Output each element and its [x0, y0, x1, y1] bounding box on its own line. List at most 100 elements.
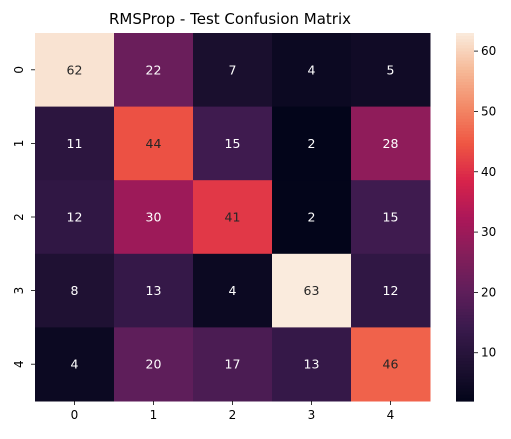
colorbar-segment	[456, 137, 474, 141]
colorbar-segment	[456, 275, 474, 279]
heatmap-cell	[272, 253, 352, 328]
colorbar-segment	[456, 348, 474, 353]
cell-value-label: 12	[383, 283, 399, 298]
colorbar-segment	[456, 355, 474, 359]
colorbar-segment	[456, 367, 474, 371]
y-tick-label: 1	[12, 140, 26, 148]
colorbar-segment	[456, 370, 474, 374]
heatmap-cell	[35, 327, 115, 402]
colorbar-segment	[456, 60, 474, 65]
cell-value-label: 15	[383, 210, 399, 225]
colorbar-segment	[456, 171, 474, 175]
colorbar-segment	[456, 85, 474, 89]
colorbar-segment	[456, 217, 474, 221]
colorbar-segment	[456, 103, 474, 108]
colorbar-segment	[456, 263, 474, 267]
heatmap-cell	[193, 253, 273, 328]
colorbar-segment	[456, 82, 474, 86]
colorbar-segment	[456, 281, 474, 286]
cell-value-label: 8	[71, 283, 79, 298]
cell-value-label: 2	[308, 210, 316, 225]
colorbar-segment	[456, 48, 474, 52]
colorbar-segment	[456, 192, 474, 197]
cell-value-label: 20	[146, 357, 162, 372]
colorbar-tick-label: 40	[481, 165, 496, 179]
cell-value-label: 15	[225, 136, 241, 151]
colorbar-segment	[456, 256, 474, 261]
colorbar-segment	[456, 152, 474, 157]
heatmap-cell	[35, 33, 115, 108]
colorbar-segment	[456, 321, 474, 325]
colorbar: 10 20 30 40 50 60	[456, 33, 496, 402]
heatmap-cell	[272, 33, 352, 108]
colorbar-segment	[456, 112, 474, 117]
colorbar-segment	[456, 155, 474, 160]
colorbar-segment	[456, 315, 474, 319]
colorbar-segment	[456, 287, 474, 292]
colorbar-segment	[456, 379, 474, 384]
colorbar-tick-label: 20	[481, 285, 496, 299]
colorbar-tick-label: 30	[481, 225, 496, 239]
colorbar-segment	[456, 88, 474, 92]
colorbar-segment	[456, 210, 474, 215]
colorbar-segment	[456, 146, 474, 151]
colorbar-segment	[456, 278, 474, 282]
colorbar-segment	[456, 361, 474, 365]
colorbar-segment	[456, 106, 474, 111]
colorbar-segment	[456, 284, 474, 289]
y-tick-label: 4	[12, 360, 26, 368]
colorbar-segment	[456, 309, 474, 313]
colorbar-segment	[456, 54, 474, 59]
colorbar-segment	[456, 36, 474, 40]
colorbar-segment	[456, 164, 474, 169]
colorbar-segment	[456, 121, 474, 126]
heatmap-cell	[272, 106, 352, 181]
heatmap-cells: 62 22 7 4 5 11 44 15 2 28 12 30 41 2 15 8 13 4 63 12 4 20 17 13…	[35, 33, 431, 402]
x-tick-label: 3	[308, 408, 316, 422]
cell-value-label: 41	[225, 210, 241, 225]
heatmap-cell	[351, 253, 431, 328]
colorbar-segment	[456, 241, 474, 246]
colorbar-segment	[456, 51, 474, 56]
heatmap-cell	[193, 33, 273, 108]
colorbar-tick-label: 10	[481, 346, 496, 360]
colorbar-segment	[456, 198, 474, 203]
colorbar-segment	[456, 161, 474, 166]
colorbar-segment	[456, 57, 474, 62]
colorbar-segment	[456, 327, 474, 332]
colorbar-segment	[456, 189, 474, 194]
heatmap-cell	[35, 106, 115, 181]
cell-value-label: 11	[67, 136, 83, 151]
heatmap-cell	[193, 106, 273, 181]
cell-value-label: 4	[308, 62, 316, 77]
cell-value-label: 4	[229, 283, 237, 298]
colorbar-segment	[456, 220, 474, 224]
colorbar-segment	[456, 177, 474, 181]
colorbar-segment	[456, 299, 474, 304]
colorbar-segment	[456, 324, 474, 328]
colorbar-segment	[456, 39, 474, 43]
colorbar-segment	[456, 72, 474, 77]
colorbar-segment	[456, 259, 474, 264]
heatmap-cell	[193, 327, 273, 402]
heatmap-cell	[351, 33, 431, 108]
colorbar-segment	[456, 183, 474, 187]
cell-value-label: 4	[71, 357, 79, 372]
colorbar-segment	[456, 358, 474, 362]
heatmap-cell	[35, 180, 115, 255]
cell-value-label: 46	[383, 357, 399, 372]
colorbar-segment	[456, 250, 474, 255]
colorbar-segment	[456, 339, 474, 344]
colorbar-segment	[456, 351, 474, 356]
colorbar-segment	[456, 195, 474, 200]
cell-value-label: 12	[67, 210, 83, 225]
colorbar-segment	[456, 79, 474, 83]
colorbar-segment	[456, 75, 474, 80]
colorbar-segment	[456, 174, 474, 178]
colorbar-segment	[456, 336, 474, 341]
heatmap-cell	[351, 327, 431, 402]
cell-value-label: 63	[304, 283, 320, 298]
colorbar-segment	[456, 115, 474, 120]
colorbar-segment	[456, 253, 474, 258]
colorbar-segment	[456, 91, 474, 95]
